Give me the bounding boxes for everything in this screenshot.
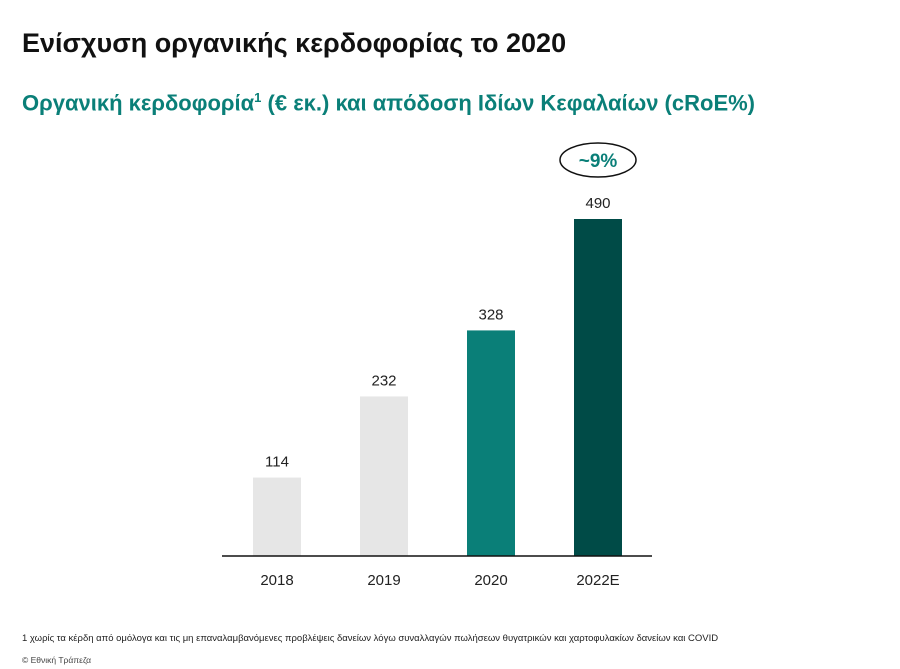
- annotation-ellipse: [559, 142, 637, 178]
- bar-chart: 114 2018 232 2019 328 2020 490 2022E ~9%: [222, 142, 652, 589]
- copyright: © Εθνική Τράπεζα: [22, 655, 92, 665]
- subtitle-main: Οργανική κερδοφορία: [22, 90, 255, 116]
- x-tick-label-2020: 2020: [474, 572, 507, 589]
- value-label-2020: 328: [478, 306, 503, 323]
- chart-subtitle: Οργανική κερδοφορία1 (€ εκ.) και απόδοση…: [22, 90, 755, 116]
- bar-2018: [253, 477, 301, 556]
- bar-2020: [467, 330, 515, 556]
- value-label-2019: 232: [371, 372, 396, 389]
- x-tick-label-2018: 2018: [260, 572, 293, 589]
- x-tick-label-2022E: 2022E: [576, 572, 619, 589]
- bar-2022E: [574, 219, 622, 556]
- value-label-2018: 114: [265, 454, 289, 471]
- x-tick-label-2019: 2019: [367, 572, 400, 589]
- subtitle-rest: (€ εκ.) και απόδοση Ιδίων Κεφαλαίων (cRo…: [261, 90, 755, 116]
- bar-2019: [360, 396, 408, 556]
- value-label-2022E: 490: [585, 195, 610, 212]
- annotation-label: ~9%: [579, 151, 618, 172]
- page-title: Ενίσχυση οργανικής κερδοφορίας το 2020: [22, 28, 567, 58]
- footnote: 1 χωρίς τα κέρδη από ομόλογα και τις μη …: [22, 633, 719, 644]
- subtitle-footnote-marker: 1: [254, 90, 262, 105]
